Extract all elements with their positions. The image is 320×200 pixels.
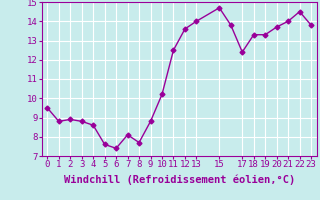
X-axis label: Windchill (Refroidissement éolien,°C): Windchill (Refroidissement éolien,°C) [64,175,295,185]
